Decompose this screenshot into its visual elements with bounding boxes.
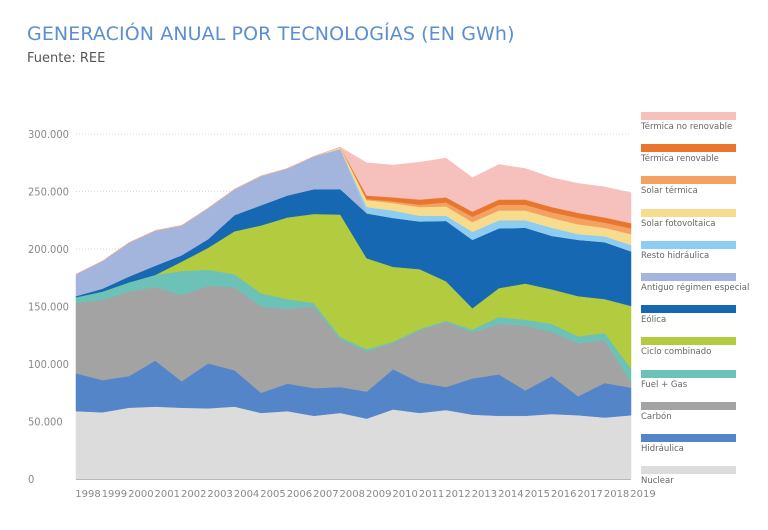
legend-label: Nuclear	[641, 476, 674, 487]
x-tick-label: 2012	[445, 489, 470, 500]
x-tick-label: 2006	[287, 489, 312, 500]
chart-title: GENERACIÓN ANUAL POR TECNOLOGÍAS (EN GWh…	[27, 23, 515, 45]
y-tick-label: 250.000	[28, 186, 69, 199]
legend-label: Antiguo régimen especial	[641, 282, 750, 293]
y-tick-label: 0	[28, 473, 34, 486]
legend-label: Solar fotovoltaica	[641, 218, 716, 229]
legend-swatch	[641, 466, 736, 475]
x-tick-label: 2010	[392, 489, 417, 500]
y-tick-label: 200.000	[28, 243, 69, 256]
legend-label: Ciclo combinado	[641, 347, 712, 358]
area-térmica-no-renovable	[75, 146, 632, 275]
legend-swatch	[641, 337, 736, 346]
legend-label: Resto hidráulica	[641, 250, 710, 261]
x-tick-label: 2016	[551, 489, 576, 500]
legend-item: Solar térmica	[641, 176, 737, 208]
x-tick-label: 2014	[498, 489, 523, 500]
x-tick-label: 2001	[155, 489, 180, 500]
y-tick-label: 50.000	[28, 416, 63, 429]
legend-swatch	[641, 272, 736, 281]
legend-label: Fuel + Gas	[641, 379, 688, 390]
legend-item: Hidráulica	[641, 433, 737, 466]
legend-swatch	[641, 433, 736, 442]
x-tick-label: 2019	[630, 489, 655, 500]
legend-label: Eólica	[641, 315, 667, 326]
x-tick-label: 2015	[525, 489, 550, 500]
legend-swatch	[641, 112, 736, 120]
legend-swatch	[641, 208, 736, 217]
legend-swatch	[641, 240, 736, 249]
legend-item: Ciclo combinado	[641, 337, 737, 369]
legend-item: Térmica no renovable	[641, 112, 737, 144]
legend-label: Térmica no renovable	[641, 122, 733, 132]
x-tick-label: 1998	[75, 489, 100, 500]
x-tick-label: 2000	[128, 489, 153, 500]
x-tick-label: 2003	[207, 489, 232, 500]
y-tick-label: 150.000	[28, 301, 69, 314]
legend-swatch	[641, 305, 736, 314]
legend-label: Térmica renovable	[641, 154, 719, 165]
legend-swatch	[641, 144, 736, 153]
x-tick-label: 2013	[472, 489, 497, 500]
legend-label: Solar térmica	[641, 186, 698, 197]
x-tick-label: 2009	[366, 489, 391, 500]
x-tick-label: 2008	[340, 489, 365, 500]
x-tick-label: 1999	[102, 489, 127, 500]
legend-swatch	[641, 401, 736, 410]
x-tick-label: 2004	[234, 489, 259, 500]
x-tick-label: 2018	[604, 489, 629, 500]
x-tick-label: 2007	[313, 489, 338, 500]
x-axis: 1998 1999 2000 2001 2002 2003 2004 2005 2006 2007…	[75, 489, 655, 500]
y-tick-label: 100.000	[28, 358, 69, 371]
x-tick-label: 2005	[260, 489, 285, 500]
legend-label: Carbón	[641, 411, 672, 422]
legend-item: Fuel + Gas	[641, 369, 737, 402]
legend-item: Carbón	[641, 401, 737, 434]
x-tick-label: 2017	[577, 489, 602, 500]
legend-item: Nuclear	[641, 466, 737, 498]
legend: Térmica no renovable Térmica renovable Sol…	[641, 112, 750, 498]
x-tick-label: 2011	[419, 489, 444, 500]
legend-item: Resto hidráulica	[641, 240, 737, 273]
x-tick-label: 2002	[181, 489, 206, 500]
legend-swatch	[641, 369, 736, 378]
legend-item: Antiguo régimen especial	[641, 272, 750, 305]
legend-label: Hidráulica	[641, 443, 684, 454]
area-nuclear	[75, 406, 632, 480]
y-tick-label: 300.000	[28, 128, 69, 141]
legend-swatch	[641, 176, 736, 185]
y-axis: 0 50.000 100.000 150.000 200.000 250.000 300.0…	[28, 128, 69, 486]
legend-item: Solar fotovoltaica	[641, 208, 737, 241]
area-series	[75, 146, 632, 480]
legend-item: Eólica	[641, 305, 737, 337]
legend-item: Térmica renovable	[641, 144, 737, 176]
chart-source: Fuente: REE	[27, 51, 106, 66]
